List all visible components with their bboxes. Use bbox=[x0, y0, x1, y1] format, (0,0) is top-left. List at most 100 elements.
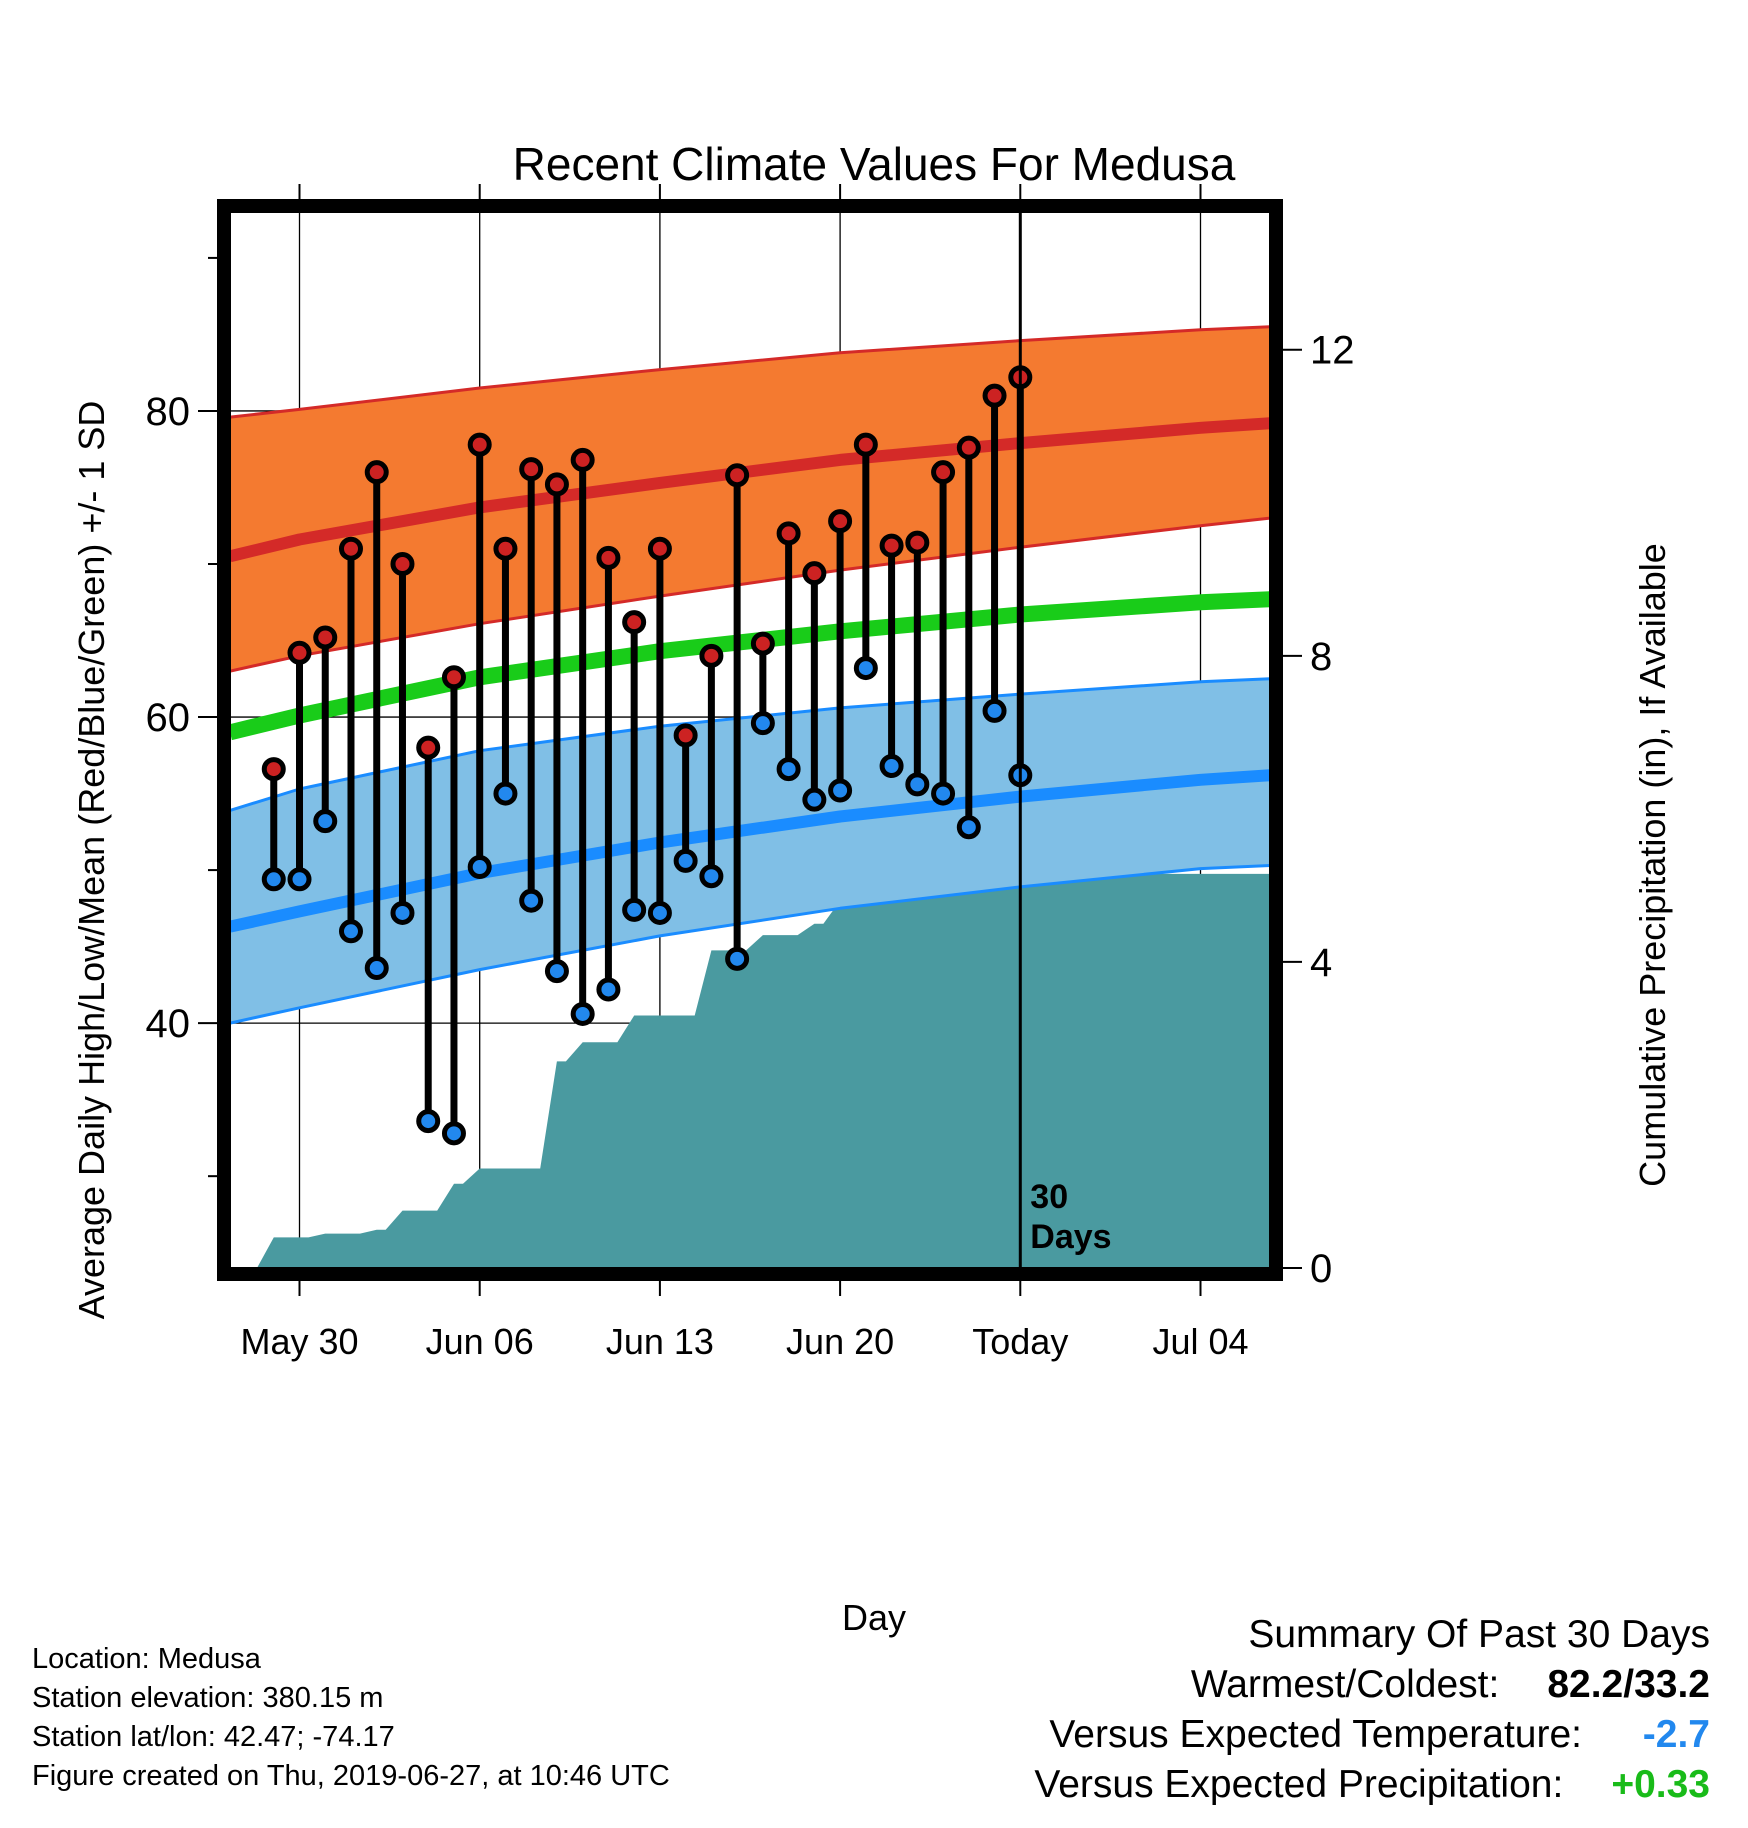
obs-low-point-4 bbox=[364, 956, 389, 981]
obs-high-point-9 bbox=[493, 536, 518, 561]
obs-low-point-12 bbox=[570, 1001, 595, 1026]
obs-high-point-21 bbox=[802, 561, 827, 586]
obs-high-point-14 bbox=[622, 610, 647, 635]
obs-low-point-7 bbox=[441, 1121, 466, 1146]
obs-low-point-6 bbox=[416, 1109, 441, 1134]
temp-row: Versus Expected Temperature: -2.7 bbox=[950, 1710, 1710, 1760]
high-sd-band bbox=[230, 326, 1270, 672]
obs-high-point-6 bbox=[416, 735, 441, 760]
obs-high-point-7 bbox=[441, 665, 466, 690]
y-tick-label-2: 80 bbox=[146, 390, 191, 434]
obs-low-point-26 bbox=[931, 781, 956, 806]
obs-high-point-28 bbox=[982, 383, 1007, 408]
obs-high-point-27 bbox=[956, 435, 981, 460]
obs-low-point-5 bbox=[390, 900, 415, 925]
obs-low-point-15 bbox=[647, 900, 672, 925]
obs-low-point-8 bbox=[467, 855, 492, 880]
y-tick-label-1: 60 bbox=[146, 696, 191, 740]
x-tick-label-4: Today bbox=[972, 1321, 1068, 1362]
elevation-text: Station elevation: 380.15 m bbox=[32, 1682, 384, 1714]
obs-low-point-16 bbox=[673, 848, 698, 873]
y-axis-label: Average Daily High/Low/Mean (Red/Blue/Gr… bbox=[71, 401, 112, 1320]
obs-high-point-5 bbox=[390, 552, 415, 576]
obs-low-point-9 bbox=[493, 781, 518, 806]
obs-high-point-10 bbox=[519, 457, 544, 482]
obs-low-point-20 bbox=[776, 757, 801, 782]
today-annotation: 30 Days bbox=[1030, 1178, 1111, 1256]
y2-tick-label-2: 8 bbox=[1310, 635, 1332, 679]
obs-low-point-13 bbox=[596, 977, 621, 1002]
obs-low-point-2 bbox=[313, 809, 338, 834]
low-lower-line bbox=[230, 864, 1270, 1025]
obs-high-point-12 bbox=[570, 447, 595, 472]
latlon-text: Station lat/lon: 42.47; -74.17 bbox=[32, 1721, 395, 1753]
precip-value: +0.33 bbox=[1611, 1763, 1710, 1806]
summary-panel: Summary Of Past 30 Days Warmest/Coldest:… bbox=[950, 1610, 1710, 1810]
x-axis-label: Day bbox=[842, 1597, 906, 1638]
obs-low-point-19 bbox=[750, 711, 775, 736]
obs-high-point-23 bbox=[853, 432, 878, 457]
low-upper-line bbox=[230, 677, 1270, 812]
x-tick-label-3: Jun 20 bbox=[786, 1321, 894, 1362]
x-tick-label-5: Jul 04 bbox=[1152, 1321, 1248, 1362]
precip-row: Versus Expected Precipitation: +0.33 bbox=[950, 1760, 1710, 1810]
obs-high-point-20 bbox=[776, 521, 801, 546]
x-tick-label-0: May 30 bbox=[240, 1321, 358, 1362]
y-tick-label-0: 40 bbox=[146, 1002, 191, 1046]
obs-low-point-25 bbox=[905, 772, 930, 797]
chart-title: Recent Climate Values For Medusa bbox=[513, 138, 1236, 190]
precip-area bbox=[248, 873, 1270, 1268]
x-tick-label-2: Jun 13 bbox=[606, 1321, 714, 1362]
obs-low-point-0 bbox=[261, 867, 286, 892]
obs-high-point-1 bbox=[287, 640, 312, 665]
obs-high-point-0 bbox=[261, 757, 286, 782]
normal-low-line bbox=[230, 769, 1270, 933]
summary-title: Summary Of Past 30 Days bbox=[1248, 1613, 1710, 1656]
created-text: Figure created on Thu, 2019-06-27, at 10… bbox=[32, 1760, 670, 1792]
precip-label: Versus Expected Precipitation: bbox=[1034, 1763, 1564, 1806]
obs-high-point-15 bbox=[647, 536, 672, 561]
warmest-coldest-label: Warmest/Coldest: bbox=[1190, 1663, 1500, 1706]
location-text: Location: Medusa bbox=[32, 1643, 261, 1675]
obs-high-point-25 bbox=[905, 530, 930, 555]
warmest-coldest-row: Warmest/Coldest: 82.2/33.2 bbox=[950, 1660, 1710, 1710]
plot-area bbox=[230, 212, 1270, 1268]
obs-high-point-19 bbox=[750, 631, 775, 656]
x-tick-label-1: Jun 06 bbox=[426, 1321, 534, 1362]
summary-title-row: Summary Of Past 30 Days bbox=[950, 1610, 1710, 1660]
obs-high-point-11 bbox=[544, 472, 569, 497]
temp-label: Versus Expected Temperature: bbox=[1049, 1713, 1582, 1756]
obs-low-point-17 bbox=[699, 864, 724, 889]
station-info: Location: Medusa Station elevation: 380.… bbox=[32, 1640, 670, 1796]
low-sd-band bbox=[230, 678, 1270, 1024]
obs-low-point-27 bbox=[956, 815, 981, 840]
y2-tick-label-3: 12 bbox=[1310, 329, 1355, 373]
obs-low-point-18 bbox=[725, 946, 750, 971]
obs-high-point-17 bbox=[699, 643, 724, 668]
plot-frame bbox=[217, 199, 1283, 1281]
obs-high-point-8 bbox=[467, 432, 492, 457]
obs-low-point-1 bbox=[287, 867, 312, 892]
normal-high-line bbox=[230, 417, 1270, 563]
obs-high-point-26 bbox=[931, 460, 956, 485]
plot-overlay: 30 Days May 30 Jun 06 Jun 13 Jun 20 Today Jul 0… bbox=[146, 184, 1355, 1362]
obs-low-point-28 bbox=[982, 698, 1007, 723]
obs-high-point-2 bbox=[313, 625, 338, 650]
obs-low-point-21 bbox=[802, 787, 827, 812]
warmest-coldest-value: 82.2/33.2 bbox=[1547, 1663, 1710, 1706]
y2-tick-label-1: 4 bbox=[1310, 941, 1332, 985]
obs-low-point-10 bbox=[519, 888, 544, 913]
obs-high-point-24 bbox=[879, 533, 904, 558]
high-lower-line bbox=[230, 516, 1270, 673]
obs-low-point-24 bbox=[879, 754, 904, 779]
obs-low-point-3 bbox=[338, 919, 363, 944]
obs-low-point-14 bbox=[622, 897, 647, 922]
y2-axis-label: Cumulative Precipitation (in), If Availa… bbox=[1632, 543, 1673, 1187]
obs-low-point-22 bbox=[828, 778, 853, 803]
obs-high-point-22 bbox=[828, 509, 853, 534]
obs-high-point-3 bbox=[338, 536, 363, 561]
obs-high-point-18 bbox=[725, 463, 750, 488]
obs-high-point-16 bbox=[673, 723, 698, 748]
y2-tick-label-0: 0 bbox=[1310, 1247, 1332, 1291]
